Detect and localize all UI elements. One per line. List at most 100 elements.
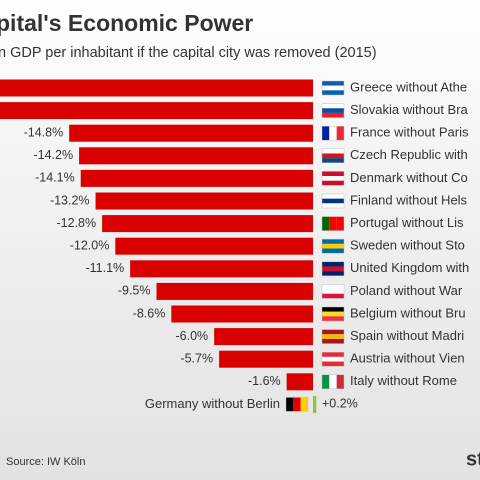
flag-border [321,306,345,322]
flag-border [321,148,345,164]
flag-stripe [322,171,344,177]
flag-stripe [322,176,344,181]
bar [313,395,317,413]
value-label: -6.0% [176,329,209,343]
category-label: Sweden without Sto [350,238,465,253]
value-label: -11.1% [85,261,124,275]
bar [0,79,314,97]
flag-stripe [322,180,344,186]
category-label: Portugal without Lis [350,215,464,230]
category-label: Czech Republic with [350,147,468,162]
flag-stripe [322,311,344,317]
category-label: Slovakia without Bra [350,102,469,117]
flag-stripe [322,261,344,267]
flag-stripe [329,126,337,141]
flag-stripe [336,216,344,231]
flag-border [321,216,345,231]
flag-stripe [329,216,337,231]
bar [0,102,314,120]
flag-stripe [322,293,344,299]
flag-border [321,329,345,344]
value-label: -13.2% [50,193,90,207]
category-label: Austria without Vien [350,351,465,366]
flag-stripe [322,148,344,154]
bar [130,260,313,278]
flag-stripe [322,266,344,272]
flag-stripe [322,307,344,312]
flag-stripe [322,248,344,254]
flag-stripe [322,81,344,86]
flag-border [321,238,345,254]
logo: st [466,448,480,470]
flag-stripe [322,85,344,91]
flag-stripe [322,329,344,335]
chart-title: pital's Economic Power [0,10,253,36]
flag-stripe [293,397,301,412]
value-label: -14.8% [24,125,64,139]
flag-stripe [322,289,344,294]
value-label: -1.6% [248,374,281,388]
flag-stripe [336,374,344,389]
flag-stripe [322,356,344,362]
flag-stripe [322,108,344,113]
flag-border [321,171,345,186]
bar [95,192,314,210]
flag-stripe [322,338,344,344]
flag-border [321,80,345,96]
bar [214,328,313,346]
bar [115,237,313,255]
flag-border [321,193,345,209]
flag-stripe [300,397,308,412]
flag-stripe [286,397,294,412]
bar [219,350,313,368]
bar [69,124,313,142]
value-label: +0.2% [322,397,358,411]
flag-stripe [322,216,330,231]
bar [79,147,313,165]
flag-border [321,261,345,277]
bar [171,305,313,323]
value-label: -12.8% [57,216,97,230]
category-label: France without Paris [350,125,469,140]
flag-stripe [322,334,344,339]
flag-stripe [322,90,344,95]
category-label: Finland without Hels [350,192,468,207]
flag-border [321,125,345,141]
category-label: Belgium without Bru [350,305,466,320]
value-label: -9.5% [118,284,151,298]
value-label: -12.0% [70,238,110,252]
flag-border [321,374,345,390]
value-label: -14.1% [35,171,75,185]
flag-stripe [322,198,344,204]
bar [286,373,313,391]
flag-stripe [322,284,344,290]
flag-stripe [329,374,337,389]
category-label: Spain without Madri [350,328,464,343]
flag-stripe [336,126,344,141]
flag-stripe [322,374,330,389]
source: Source: IW Köln [6,456,85,468]
category-label: Greece without Athe [350,79,467,94]
category-label: Italy without Rome [350,373,457,388]
flag-border [321,284,345,299]
flag-stripe [322,271,344,276]
bar [156,282,313,300]
category-label: Germany without Berlin [145,396,280,411]
flag-stripe [322,316,344,321]
value-label: -8.6% [133,306,166,320]
flag-stripe [322,126,330,141]
bar [102,215,313,233]
flag-border [285,397,309,412]
flag-stripe [322,239,344,244]
category-label: Denmark without Co [350,170,468,185]
chart-subtitle: n GDP per inhabitant if the capital city… [0,45,377,61]
flag-stripe [322,103,344,109]
flag-border [321,351,345,367]
flag-border [321,103,345,118]
flag-stripe [322,352,344,357]
flag-stripe [322,203,344,208]
flag-stripe [322,194,344,199]
category-label: United Kingdom with [350,260,469,275]
flag-stripe [322,153,344,159]
flag-stripe [322,158,344,163]
